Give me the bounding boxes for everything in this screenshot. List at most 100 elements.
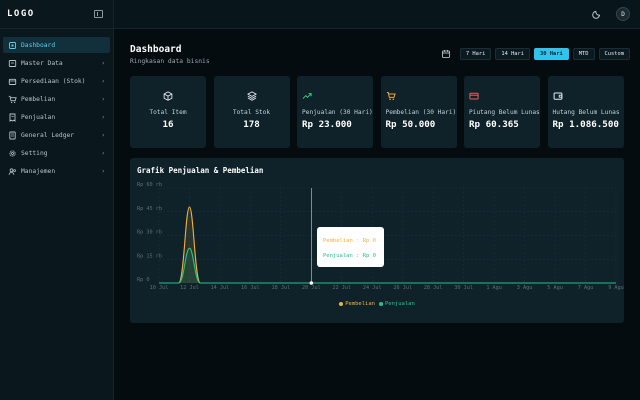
date-range-bar: 7 Hari 14 Hari 30 Hari MTD Custom (441, 48, 630, 60)
x-tick-label: 18 Jul (271, 285, 290, 291)
stat-card-label: Total Stok (232, 109, 271, 116)
y-tick-label: Rp 60 rb (137, 182, 162, 188)
sidebar-item-label: Manajemen (21, 167, 56, 175)
series-line-penjualan (159, 247, 616, 284)
legend-label-pembelian: Pembelian (345, 301, 375, 307)
y-tick-label: Rp 45 rb (137, 206, 162, 212)
x-tick-label: 20 Jul (302, 285, 321, 291)
wallet-icon (553, 90, 619, 102)
series-area-penjualan (159, 248, 616, 283)
stat-card-label: Penjualan (30 Hari) (302, 109, 373, 116)
sidebar-item-persediaan-stok[interactable]: Persediaan (Stok) › (3, 73, 110, 89)
range-button-custom[interactable]: Custom (598, 48, 630, 60)
page-subtitle: Ringkasan data bisnis (130, 58, 210, 65)
range-button-30-hari[interactable]: 30 Hari (534, 48, 569, 60)
calendar-icon[interactable] (441, 49, 451, 59)
stat-card: Hutang Belum Lunas Rp 1.086.500 (547, 76, 624, 148)
y-tick-label: Rp 15 rb (137, 253, 162, 259)
chevron-right-icon: › (101, 167, 105, 175)
users-icon (8, 167, 17, 176)
sidebar-header: LOGO (0, 0, 113, 29)
chevron-right-icon: › (101, 149, 105, 157)
chart-legend: Pembelian Penjualan (130, 301, 624, 307)
chevron-right-icon: › (101, 113, 105, 121)
sidebar-item-dashboard[interactable]: Dashboard (3, 37, 110, 53)
sidebar-toggle-icon[interactable] (94, 10, 103, 18)
tooltip-penjualan: Penjualan : Rp 0 (323, 253, 376, 259)
x-tick-label: 10 Jul (150, 285, 169, 291)
sidebar-item-master-data[interactable]: Master Data › (3, 55, 110, 71)
series-area-pembelian (159, 207, 616, 283)
legend-label-penjualan: Penjualan (385, 301, 415, 307)
cart-icon (8, 95, 17, 104)
x-tick-label: 3 Agu (517, 285, 533, 291)
sidebar: LOGO Dashboard Master Data › Persediaan (St… (0, 0, 114, 400)
stat-card-value: Rp 60.365 (469, 119, 519, 130)
stat-card-label: Pembelian (30 Hari) (385, 109, 457, 116)
stat-card-value: Rp 1.086.500 (552, 119, 619, 130)
main-content: Dashboard Ringkasan data bisnis 7 Hari 14… (114, 29, 640, 400)
sidebar-item-label: Pembelian (21, 95, 56, 103)
sidebar-item-pembelian[interactable]: Pembelian › (3, 91, 110, 107)
layers-icon (246, 90, 257, 102)
stat-card-label: Piutang Belum Lunas (469, 109, 540, 116)
legend-dot-pembelian (339, 302, 344, 306)
x-tick-label: 9 Agu (608, 285, 624, 291)
chart-title: Grafik Penjualan & Pembelian (137, 166, 264, 175)
box-icon (8, 77, 17, 86)
sidebar-nav: Dashboard Master Data › Persediaan (Stok) › P… (0, 29, 113, 179)
x-tick-label: 12 Jul (180, 285, 199, 291)
sidebar-item-label: Master Data (21, 59, 63, 67)
sidebar-item-label: Dashboard (21, 41, 56, 49)
sidebar-item-general-ledger[interactable]: General Ledger › (3, 127, 110, 143)
legend-dot-penjualan (379, 302, 383, 306)
moon-icon[interactable] (592, 9, 602, 19)
x-tick-label: 1 Agu (486, 285, 502, 291)
logo: LOGO (7, 9, 35, 19)
ledger-icon (8, 131, 17, 140)
stat-card-label: Hutang Belum Lunas (552, 109, 620, 116)
x-tick-label: 30 Jul (454, 285, 473, 291)
receipt-icon (8, 113, 17, 122)
avatar[interactable]: D (616, 7, 630, 21)
stat-card-value: 178 (243, 119, 260, 130)
x-tick-label: 28 Jul (424, 285, 443, 291)
tooltip-pembelian: Pembelian : Rp 0 (323, 238, 376, 244)
sidebar-item-label: General Ledger (21, 131, 75, 139)
gear-icon (8, 149, 17, 158)
sidebar-item-label: Penjualan (21, 113, 56, 121)
sales-purchase-chart: Grafik Penjualan & Pembelian Rp 0 Rp 15 r… (130, 158, 624, 323)
chevron-right-icon: › (101, 95, 105, 103)
trending-up-icon (302, 90, 368, 102)
y-tick-label: Rp 30 rb (137, 230, 162, 236)
page-title: Dashboard (130, 44, 182, 55)
sidebar-item-label: Persediaan (Stok) (21, 77, 86, 85)
series-line-pembelian (159, 206, 616, 284)
topbar: D (114, 0, 640, 29)
y-tick-label: Rp 0 (137, 277, 150, 283)
chevron-right-icon: › (101, 77, 105, 85)
x-tick-label: 14 Jul (211, 285, 230, 291)
sidebar-item-label: Setting (21, 149, 48, 157)
cube-icon (163, 90, 173, 102)
chart-canvas[interactable]: Rp 0 Rp 15 rb Rp 30 rb Rp 45 rb Rp 60 rb 10 J… (130, 158, 624, 323)
x-tick-label: 22 Jul (332, 285, 351, 291)
credit-card-icon (469, 90, 535, 102)
x-tick-label: 26 Jul (393, 285, 412, 291)
stat-card: Penjualan (30 Hari) Rp 23.000 (297, 76, 373, 148)
legend-pembelian[interactable]: Pembelian (339, 301, 375, 307)
chart-tooltip: Pembelian : Rp 0 Penjualan : Rp 0 (317, 227, 384, 267)
sidebar-item-penjualan[interactable]: Penjualan › (3, 109, 110, 125)
chevron-right-icon: › (101, 131, 105, 139)
sidebar-item-manajemen[interactable]: Manajemen › (3, 163, 110, 179)
stat-card-label: Total Item (149, 109, 187, 116)
range-button-mtd[interactable]: MTD (572, 48, 595, 60)
sidebar-item-setting[interactable]: Setting › (3, 145, 110, 161)
range-button-7-hari[interactable]: 7 Hari (459, 48, 492, 60)
legend-penjualan[interactable]: Penjualan (379, 301, 415, 307)
stat-card: Piutang Belum Lunas Rp 60.365 (464, 76, 540, 148)
range-button-14-hari[interactable]: 14 Hari (495, 48, 531, 60)
stat-card: Total Stok 178 (213, 76, 290, 148)
chevron-right-icon: › (101, 59, 105, 67)
stat-card-value: Rp 23.000 (302, 119, 352, 130)
